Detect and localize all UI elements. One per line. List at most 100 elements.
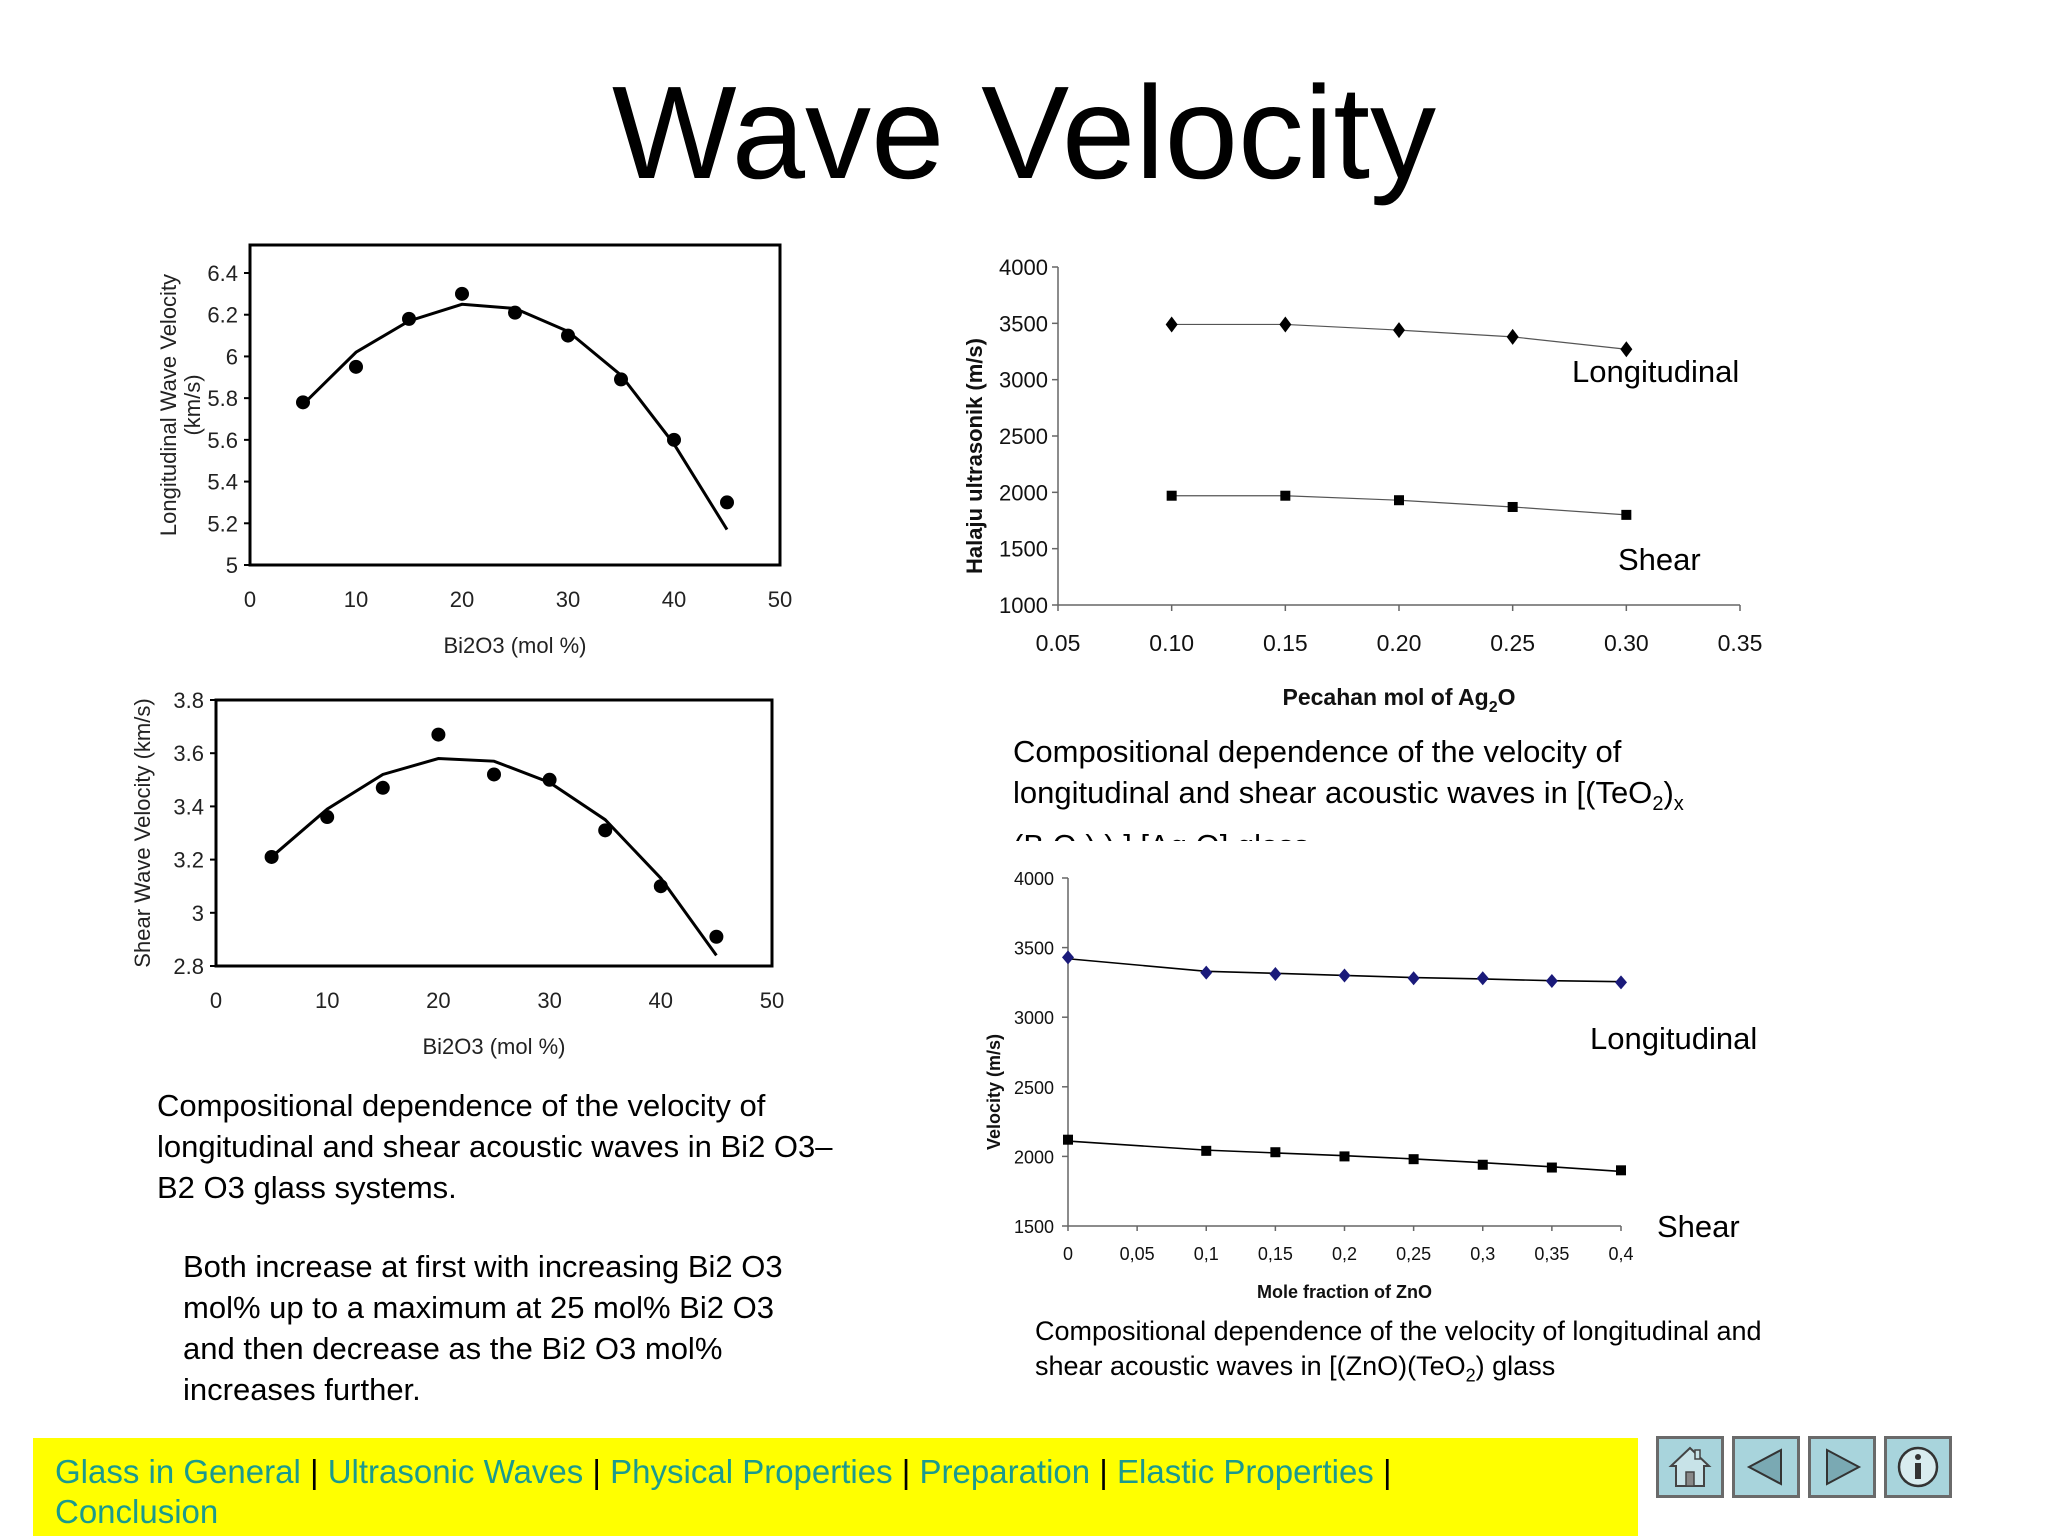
data-point bbox=[1620, 341, 1633, 358]
page-title: Wave Velocity bbox=[611, 59, 1437, 206]
y-tick-label: 4000 bbox=[999, 255, 1048, 280]
forward-button[interactable] bbox=[1808, 1436, 1876, 1498]
x-tick-label: 30 bbox=[556, 587, 580, 612]
x-tick-label: 20 bbox=[426, 988, 450, 1013]
data-point bbox=[349, 359, 363, 374]
data-point bbox=[296, 395, 310, 410]
x-tick-label: 0,2 bbox=[1332, 1244, 1357, 1264]
nav-separator: | bbox=[309, 1453, 319, 1490]
y-tick-label: 1500 bbox=[1014, 1217, 1054, 1237]
data-point bbox=[1165, 316, 1178, 333]
nav-link-ultrasonic-waves[interactable]: Ultrasonic Waves bbox=[327, 1453, 584, 1490]
x-tick-label: 0,15 bbox=[1258, 1244, 1293, 1264]
data-point bbox=[487, 767, 501, 782]
data-point bbox=[1407, 971, 1420, 986]
home-button[interactable] bbox=[1656, 1436, 1724, 1498]
data-point bbox=[653, 879, 668, 894]
nav-bar: Glass in General | Ultrasonic Waves | Ph… bbox=[33, 1438, 1638, 1536]
nav-separator: | bbox=[901, 1453, 911, 1490]
x-tick-label: 0.35 bbox=[1718, 630, 1763, 656]
data-point bbox=[1269, 967, 1282, 982]
data-point bbox=[1546, 1162, 1557, 1173]
y-tick-label: 3 bbox=[192, 901, 204, 926]
data-point bbox=[1062, 950, 1074, 965]
x-tick-label: 20 bbox=[450, 587, 474, 612]
data-point bbox=[1166, 490, 1177, 501]
nav-buttons bbox=[1656, 1436, 1952, 1498]
fit-curve bbox=[270, 757, 718, 957]
fit-curve bbox=[301, 302, 729, 531]
x-tick-label: 0,1 bbox=[1194, 1244, 1219, 1264]
x-tick-label: 0,05 bbox=[1120, 1244, 1155, 1264]
ag2o-velocity-chart: 1000 1500 2000 2500 3000 3500 4000 0.05 0.10 0.15… bbox=[960, 245, 1820, 730]
x-tick-label: 0,3 bbox=[1470, 1244, 1495, 1264]
y-tick-label: 2.8 bbox=[173, 954, 204, 979]
data-point bbox=[1616, 1165, 1626, 1176]
back-arrow-icon bbox=[1746, 1448, 1782, 1486]
x-tick-label: 0.25 bbox=[1490, 630, 1535, 656]
nav-link-physical-properties[interactable]: Physical Properties bbox=[610, 1453, 893, 1490]
y-tick-label: 5 bbox=[226, 553, 238, 578]
shear-bi2o3-chart: 0 10 20 30 40 50 2.8 3 3.2 3.4 3.6 3.8 Bi2O3 (mol %)… bbox=[120, 680, 820, 1060]
x-tick-label: 0.10 bbox=[1149, 630, 1194, 656]
nav-link-elastic-properties[interactable]: Elastic Properties bbox=[1117, 1453, 1374, 1490]
info-icon bbox=[1897, 1446, 1939, 1488]
y-tick-label: 4000 bbox=[1014, 869, 1054, 889]
data-point bbox=[1393, 322, 1405, 339]
y-tick-label: 3.6 bbox=[173, 741, 204, 766]
y-tick-label: 2000 bbox=[1014, 1147, 1054, 1167]
series-label-longitudinal: Longitudinal bbox=[1590, 1021, 1757, 1056]
y-axis-label: Velocity (m/s) bbox=[984, 1034, 1004, 1150]
x-tick-label: 0,35 bbox=[1534, 1244, 1569, 1264]
data-point bbox=[1200, 965, 1213, 980]
data-point bbox=[1270, 1147, 1281, 1158]
series-label-shear: Shear bbox=[1657, 1209, 1740, 1244]
y-tick-label: 2000 bbox=[999, 480, 1048, 505]
x-tick-label: 0 bbox=[244, 587, 256, 612]
data-point bbox=[1338, 968, 1351, 983]
x-tick-label: 0 bbox=[210, 988, 222, 1013]
data-point bbox=[375, 780, 390, 795]
data-point bbox=[1621, 509, 1632, 520]
nav-separator: | bbox=[592, 1453, 601, 1490]
data-point bbox=[1394, 495, 1404, 506]
x-tick-label: 10 bbox=[344, 587, 368, 612]
x-tick-label: 10 bbox=[315, 988, 339, 1013]
plot-frame bbox=[248, 243, 782, 567]
y-tick-label: 3000 bbox=[1014, 1008, 1054, 1028]
data-point bbox=[264, 849, 279, 864]
trend-line bbox=[1067, 1140, 1622, 1173]
y-tick-label: 1000 bbox=[999, 593, 1048, 618]
data-point bbox=[614, 372, 628, 387]
nav-link-conclusion[interactable]: Conclusion bbox=[55, 1493, 219, 1530]
y-tick-label: 3000 bbox=[999, 368, 1048, 393]
left-note: Both increase at first with increasing B… bbox=[183, 1249, 783, 1407]
data-point bbox=[1063, 1134, 1073, 1145]
data-point bbox=[720, 495, 734, 510]
series-label-longitudinal: Longitudinal bbox=[1572, 354, 1739, 389]
x-axis-label: Bi2O3 (mol %) bbox=[443, 633, 586, 658]
top-right-caption: Compositional dependence of the velocity… bbox=[1013, 734, 1684, 841]
y-axis-label: (km/s) bbox=[180, 374, 205, 435]
y-tick-label: 5.8 bbox=[207, 386, 238, 411]
info-button[interactable] bbox=[1884, 1436, 1952, 1498]
data-point bbox=[1615, 975, 1627, 990]
nav-link-glass-in-general[interactable]: Glass in General bbox=[55, 1453, 301, 1490]
x-tick-label: 0,4 bbox=[1608, 1244, 1633, 1264]
y-tick-label: 3.8 bbox=[173, 688, 204, 713]
back-button[interactable] bbox=[1732, 1436, 1800, 1498]
data-point bbox=[431, 727, 446, 742]
left-caption: Compositional dependence of the velocity… bbox=[157, 1088, 833, 1205]
nav-link-preparation[interactable]: Preparation bbox=[919, 1453, 1091, 1490]
data-point bbox=[455, 286, 469, 301]
y-tick-label: 1500 bbox=[999, 537, 1048, 562]
longitudinal-bi2o3-chart: 0 10 20 30 40 50 5 5.2 5.4 5.6 5.8 6 6.2 6.4 Bi2O3 (mo… bbox=[140, 235, 820, 675]
data-point bbox=[320, 810, 335, 825]
x-tick-label: 0.20 bbox=[1377, 630, 1422, 656]
series-label-shear: Shear bbox=[1618, 542, 1701, 577]
x-tick-label: 0.15 bbox=[1263, 630, 1308, 656]
x-tick-label: 0.30 bbox=[1604, 630, 1649, 656]
data-point bbox=[1339, 1151, 1350, 1162]
y-tick-label: 6.2 bbox=[207, 303, 238, 328]
data-point bbox=[598, 823, 613, 838]
